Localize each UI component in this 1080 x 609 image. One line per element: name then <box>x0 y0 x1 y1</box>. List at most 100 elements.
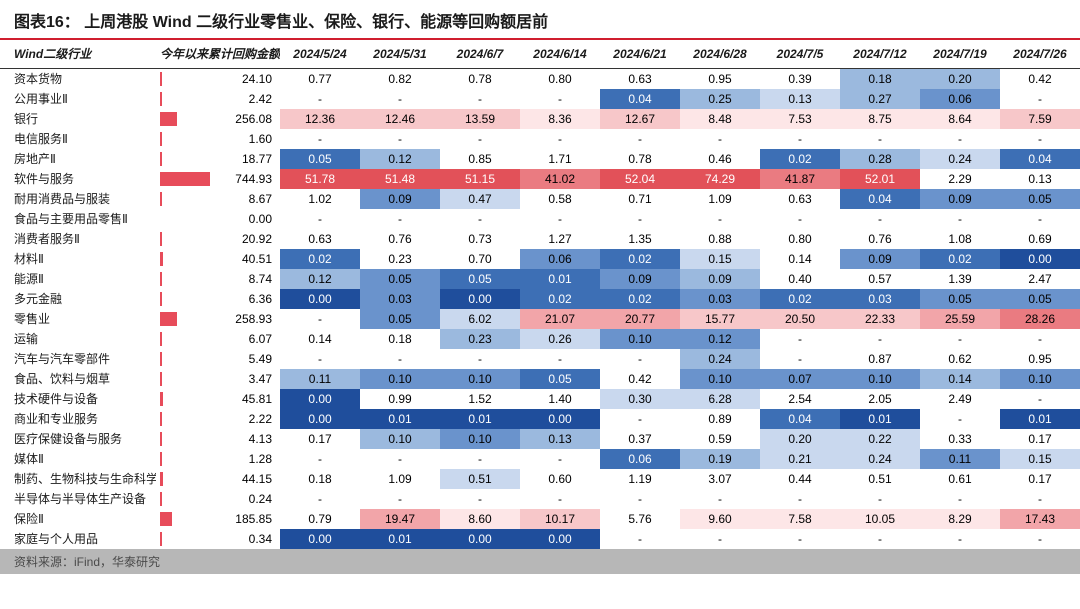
heat-cell: 0.02 <box>600 249 680 269</box>
heat-cell: - <box>440 89 520 109</box>
heat-cell: - <box>1000 129 1080 149</box>
heat-cell: 0.26 <box>520 329 600 349</box>
heat-cell: 0.62 <box>920 349 1000 369</box>
heat-cell: - <box>600 209 680 229</box>
cumulative-cell: 3.47 <box>156 369 280 389</box>
heat-cell: 0.09 <box>360 189 440 209</box>
table-body: 资本货物24.100.770.820.780.800.630.950.390.1… <box>0 69 1080 550</box>
heat-cell: 0.71 <box>600 189 680 209</box>
table-row: 电信服务Ⅱ1.60---------- <box>0 129 1080 149</box>
source-footer: 资料来源：iFind，华泰研究 <box>0 549 1080 574</box>
heat-cell: 0.18 <box>360 329 440 349</box>
heat-cell: 0.77 <box>280 69 360 90</box>
col-date: 2024/7/26 <box>1000 40 1080 69</box>
heat-cell: 0.82 <box>360 69 440 90</box>
cumulative-cell: 40.51 <box>156 249 280 269</box>
heat-cell: 6.02 <box>440 309 520 329</box>
industry-name: 零售业 <box>0 309 156 329</box>
heat-cell: 0.46 <box>680 149 760 169</box>
col-date: 2024/7/5 <box>760 40 840 69</box>
heat-cell: - <box>280 129 360 149</box>
heat-cell: 0.63 <box>280 229 360 249</box>
heat-cell: - <box>520 129 600 149</box>
cumulative-cell: 1.28 <box>156 449 280 469</box>
industry-name: 半导体与半导体生产设备 <box>0 489 156 509</box>
heat-cell: 0.17 <box>1000 429 1080 449</box>
heat-cell: - <box>280 449 360 469</box>
heat-cell: - <box>680 529 760 549</box>
table-row: 材料Ⅱ40.510.020.230.700.060.020.150.140.09… <box>0 249 1080 269</box>
heat-cell: - <box>600 489 680 509</box>
heat-cell: 0.76 <box>360 229 440 249</box>
cumulative-cell: 258.93 <box>156 309 280 329</box>
cum-value: 2.22 <box>162 411 274 427</box>
heat-cell: - <box>520 489 600 509</box>
heat-cell: - <box>760 329 840 349</box>
cum-value: 1.28 <box>162 451 274 467</box>
cumulative-cell: 6.07 <box>156 329 280 349</box>
heat-cell: 0.10 <box>1000 369 1080 389</box>
col-date: 2024/5/31 <box>360 40 440 69</box>
heat-cell: 1.39 <box>920 269 1000 289</box>
heat-cell: 0.00 <box>280 529 360 549</box>
heat-cell: - <box>1000 209 1080 229</box>
cumulative-cell: 2.42 <box>156 89 280 109</box>
heat-cell: 17.43 <box>1000 509 1080 529</box>
heat-cell: - <box>840 529 920 549</box>
heat-cell: 21.07 <box>520 309 600 329</box>
heat-cell: 0.51 <box>440 469 520 489</box>
table-row: 商业和专业服务2.220.000.010.010.00-0.890.040.01… <box>0 409 1080 429</box>
heat-cell: - <box>600 129 680 149</box>
heat-cell: 0.02 <box>280 249 360 269</box>
heat-cell: - <box>1000 89 1080 109</box>
heat-cell: 0.23 <box>360 249 440 269</box>
heat-cell: - <box>920 489 1000 509</box>
industry-name: 银行 <box>0 109 156 129</box>
table-row: 制药、生物科技与生命科学44.150.181.090.510.601.193.0… <box>0 469 1080 489</box>
cumulative-cell: 0.34 <box>156 529 280 549</box>
cum-value: 256.08 <box>177 111 274 127</box>
heat-cell: 1.02 <box>280 189 360 209</box>
heat-cell: 20.50 <box>760 309 840 329</box>
heat-cell: 1.19 <box>600 469 680 489</box>
cum-value: 744.93 <box>210 171 274 187</box>
cumulative-cell: 2.22 <box>156 409 280 429</box>
heat-cell: 0.85 <box>440 149 520 169</box>
cumulative-cell: 20.92 <box>156 229 280 249</box>
heat-cell: 0.10 <box>440 429 520 449</box>
heat-cell: 0.00 <box>520 529 600 549</box>
heat-cell: 0.05 <box>440 269 520 289</box>
heat-cell: 0.13 <box>1000 169 1080 189</box>
table-row: 消费者服务Ⅱ20.920.630.760.731.271.350.880.800… <box>0 229 1080 249</box>
heat-cell: 0.63 <box>760 189 840 209</box>
heat-cell: 0.20 <box>920 69 1000 90</box>
heat-cell: - <box>520 349 600 369</box>
heat-cell: 0.25 <box>680 89 760 109</box>
heat-cell: 0.04 <box>760 409 840 429</box>
title-prefix: 图表16： <box>14 14 80 31</box>
heat-cell: - <box>760 349 840 369</box>
industry-name: 医疗保健设备与服务 <box>0 429 156 449</box>
heat-cell: 0.78 <box>440 69 520 90</box>
heat-cell: - <box>680 489 760 509</box>
cum-value: 2.42 <box>162 91 274 107</box>
table-row: 媒体Ⅱ1.28----0.060.190.210.240.110.15 <box>0 449 1080 469</box>
heat-cell: 0.14 <box>920 369 1000 389</box>
cumulative-cell: 8.67 <box>156 189 280 209</box>
heat-cell: - <box>520 449 600 469</box>
heat-cell: - <box>280 349 360 369</box>
heat-cell: 0.03 <box>840 289 920 309</box>
heat-cell: 0.05 <box>920 289 1000 309</box>
heat-cell: - <box>440 349 520 369</box>
heat-cell: 0.19 <box>680 449 760 469</box>
heat-cell: 0.05 <box>1000 189 1080 209</box>
heat-cell: 1.40 <box>520 389 600 409</box>
heat-cell: 74.29 <box>680 169 760 189</box>
heat-cell: 0.33 <box>920 429 1000 449</box>
heat-cell: 0.23 <box>440 329 520 349</box>
heat-cell: 0.18 <box>840 69 920 90</box>
heat-cell: - <box>360 209 440 229</box>
cum-value: 40.51 <box>163 251 274 267</box>
heat-cell: 6.28 <box>680 389 760 409</box>
cumulative-cell: 0.00 <box>156 209 280 229</box>
